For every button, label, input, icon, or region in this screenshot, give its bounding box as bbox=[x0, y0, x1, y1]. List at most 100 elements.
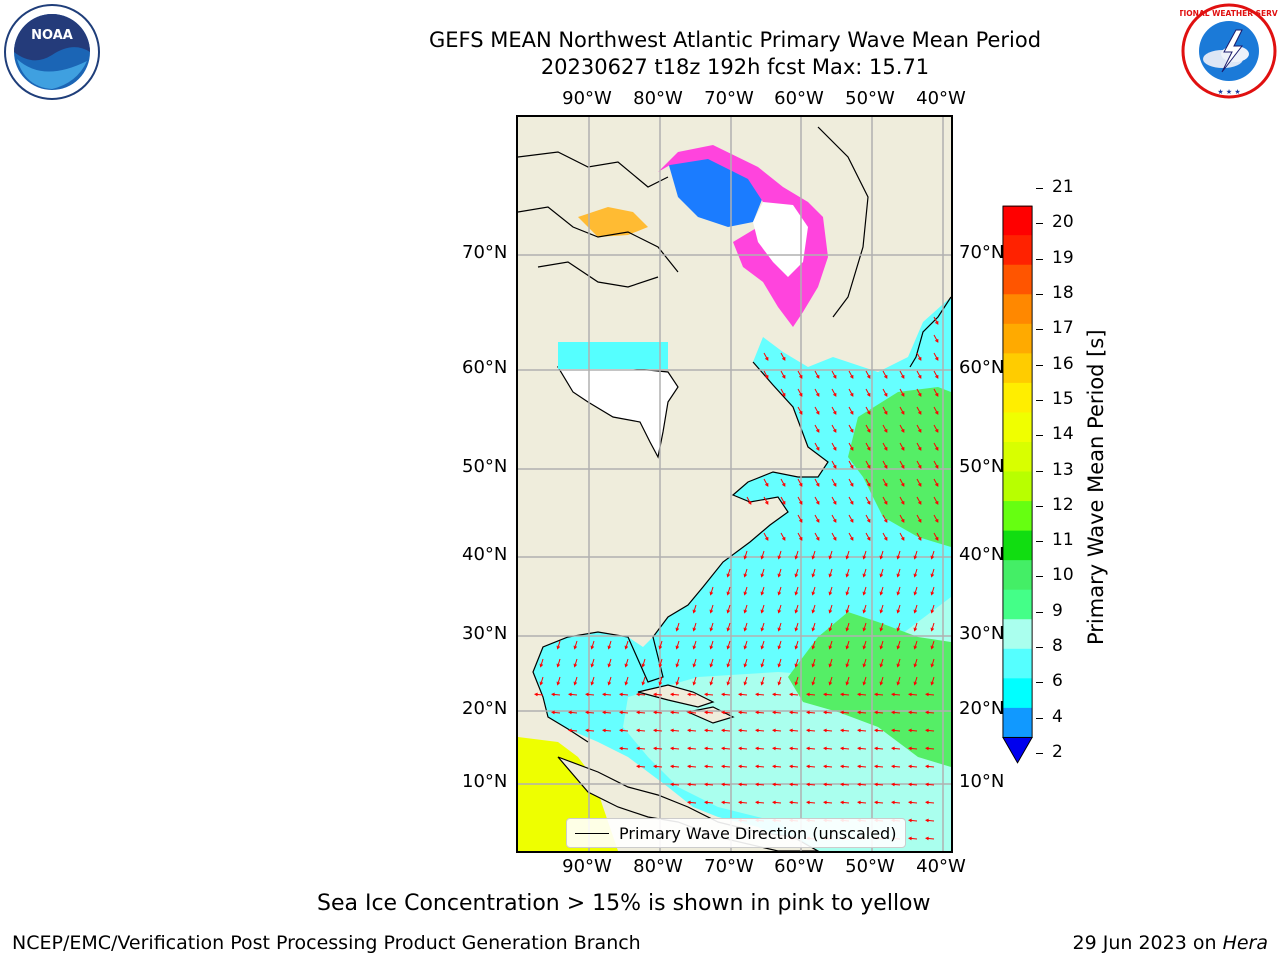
colorbar-label: Primary Wave Mean Period [s] bbox=[1084, 329, 1108, 645]
direction-arrow bbox=[930, 622, 935, 632]
colorbar-segment bbox=[1002, 619, 1033, 650]
direction-arrow bbox=[882, 388, 888, 397]
direction-arrow bbox=[831, 370, 837, 379]
direction-arrow bbox=[874, 782, 884, 787]
direction-arrow bbox=[916, 532, 922, 541]
swell-green-south bbox=[788, 612, 951, 767]
direction-arrow bbox=[687, 782, 697, 787]
direction-arrow bbox=[925, 836, 935, 841]
lon-label-bottom: 70°W bbox=[704, 856, 754, 877]
direction-arrow bbox=[874, 710, 884, 715]
direction-arrow bbox=[794, 550, 799, 560]
direction-arrow bbox=[896, 586, 901, 596]
direction-arrow bbox=[916, 370, 922, 379]
direction-arrow bbox=[590, 640, 595, 650]
direction-arrow bbox=[743, 622, 748, 632]
direction-arrow bbox=[896, 550, 901, 560]
direction-arrow bbox=[755, 710, 765, 715]
direction-arrow bbox=[806, 746, 816, 751]
direction-arrow bbox=[760, 550, 765, 560]
direction-arrow bbox=[746, 496, 752, 505]
colorbar-tick-label: 14 bbox=[1052, 424, 1074, 445]
direction-arrow bbox=[607, 676, 612, 686]
direction-arrow bbox=[777, 658, 782, 668]
direction-arrow bbox=[692, 622, 697, 632]
direction-arrow bbox=[840, 692, 850, 697]
direction-arrow bbox=[908, 710, 918, 715]
direction-arrow bbox=[925, 800, 935, 805]
colorbar-tick-label: 11 bbox=[1052, 530, 1074, 551]
colorbar bbox=[1002, 205, 1033, 764]
direction-arrow bbox=[551, 710, 561, 715]
direction-arrow bbox=[925, 764, 935, 769]
direction-arrow bbox=[624, 658, 629, 668]
direction-arrow bbox=[857, 710, 867, 715]
direction-arrow bbox=[670, 728, 680, 733]
svg-text:NATIONAL WEATHER SERVICE: NATIONAL WEATHER SERVICE bbox=[1180, 9, 1278, 18]
lon-label-bottom: 50°W bbox=[845, 856, 895, 877]
direction-arrow bbox=[882, 478, 888, 487]
direction-arrow bbox=[865, 370, 871, 379]
colorbar-tick-mark bbox=[1036, 505, 1043, 507]
direction-arrow bbox=[687, 800, 697, 805]
direction-arrow bbox=[811, 568, 816, 578]
colorbar-tick-mark bbox=[1036, 188, 1043, 189]
direction-arrow bbox=[797, 406, 803, 415]
direction-arrow bbox=[908, 764, 918, 769]
direction-arrow bbox=[879, 676, 884, 686]
direction-arrow bbox=[930, 586, 935, 596]
direction-arrow bbox=[916, 514, 922, 523]
direction-arrow bbox=[777, 622, 782, 632]
graticule bbox=[518, 117, 951, 851]
colorbar-segment bbox=[1002, 560, 1033, 591]
lat-label-right: 50°N bbox=[959, 456, 1005, 477]
direction-arrow bbox=[865, 460, 871, 469]
direction-arrow bbox=[913, 568, 918, 578]
direction-arrow bbox=[865, 406, 871, 415]
direction-arrow bbox=[780, 532, 786, 541]
direction-arrow bbox=[692, 640, 697, 650]
direction-arrow bbox=[899, 406, 905, 415]
direction-arrow bbox=[539, 658, 544, 668]
direction-arrow bbox=[845, 550, 850, 560]
direction-arrow bbox=[794, 586, 799, 596]
direction-arrow bbox=[862, 550, 867, 560]
direction-arrow bbox=[899, 388, 905, 397]
direction-arrow bbox=[828, 586, 833, 596]
colorbar-tick-label: 17 bbox=[1052, 318, 1074, 339]
direction-arrow bbox=[814, 424, 820, 433]
colorbar-extension bbox=[1002, 736, 1033, 764]
direction-arrow bbox=[916, 424, 922, 433]
direction-arrow bbox=[862, 640, 867, 650]
lon-label-top: 80°W bbox=[633, 88, 683, 109]
direction-arrow bbox=[848, 496, 854, 505]
direction-arrow bbox=[797, 478, 803, 487]
direction-arrow bbox=[590, 658, 595, 668]
direction-arrow bbox=[882, 442, 888, 451]
direction-arrow bbox=[760, 676, 765, 686]
direction-arrow bbox=[794, 676, 799, 686]
direction-arrow bbox=[896, 622, 901, 632]
direction-arrow bbox=[777, 676, 782, 686]
direction-arrow bbox=[879, 640, 884, 650]
direction-arrow bbox=[933, 478, 939, 487]
direction-arrow bbox=[772, 746, 782, 751]
map-legend: Primary Wave Direction (unscaled) bbox=[566, 818, 906, 848]
direction-arrow bbox=[933, 334, 939, 343]
direction-arrow bbox=[913, 676, 918, 686]
direction-arrow bbox=[794, 640, 799, 650]
direction-arrow bbox=[874, 692, 884, 697]
colorbar-tick-mark bbox=[1036, 293, 1043, 295]
direction-arrow bbox=[607, 658, 612, 668]
canadian-archipelago bbox=[518, 126, 869, 318]
map-canvas bbox=[518, 117, 951, 851]
direction-arrow bbox=[879, 622, 884, 632]
lon-label-top: 50°W bbox=[845, 88, 895, 109]
direction-arrow bbox=[658, 640, 663, 650]
direction-arrow bbox=[933, 316, 939, 325]
direction-arrow bbox=[641, 676, 646, 686]
colorbar-segment bbox=[1002, 530, 1033, 561]
direction-arrow bbox=[687, 764, 697, 769]
lat-label-left: 40°N bbox=[462, 544, 508, 565]
direction-arrow bbox=[619, 728, 629, 733]
